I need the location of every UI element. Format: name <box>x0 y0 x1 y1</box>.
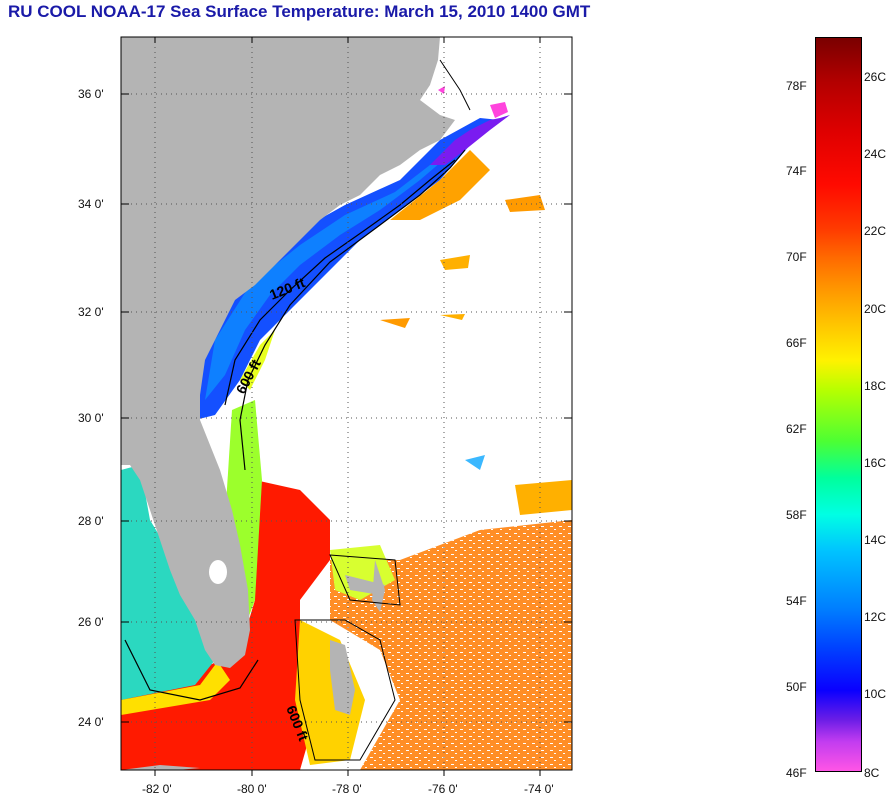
warm-patch-ne <box>515 480 572 515</box>
lon-label-80: -80 0' <box>237 782 267 796</box>
lat-label-34: 34 0' <box>78 197 104 211</box>
colorbar-label-10c: 10C <box>864 687 887 701</box>
map-title: RU COOL NOAA-17 Sea Surface Temperature:… <box>8 2 591 21</box>
lat-label-28: 28 0' <box>78 514 104 528</box>
lat-label-26: 26 0' <box>78 615 104 629</box>
colorbar-label-74f: 74F <box>786 164 807 178</box>
contour-florida-shelf <box>124 639 259 701</box>
colorbar-label-62f: 62F <box>786 422 807 436</box>
map-frame <box>120 36 573 771</box>
colorbar-label-16c: 16C <box>864 456 887 470</box>
contour-hatteras <box>439 59 471 111</box>
land-andros-island <box>330 640 355 715</box>
colorbar-label-58f: 58F <box>786 508 807 522</box>
land-us-east-coast <box>121 37 455 668</box>
outer-shelf-orange <box>390 150 490 220</box>
land-cuba-edge <box>121 765 200 770</box>
contour-600ft <box>239 149 466 471</box>
colorbar-label-18c: 18C <box>864 379 887 393</box>
lon-label-82: -82 0' <box>142 782 172 796</box>
lon-label-74: -74 0' <box>524 782 554 796</box>
colorbar-label-14c: 14C <box>864 533 887 547</box>
colorbar-label-12c: 12C <box>864 610 887 624</box>
lat-label-32: 32 0' <box>78 305 104 319</box>
colorbar-label-78f: 78F <box>786 79 807 93</box>
colorbar-label-24c: 24C <box>864 147 887 161</box>
colorbar-label-26c: 26C <box>864 70 887 84</box>
colorbar-label-46f: 46F <box>786 766 807 780</box>
colorbar-label-66f: 66F <box>786 336 807 350</box>
contour-120ft <box>224 159 456 406</box>
lon-label-78: -78 0' <box>332 782 362 796</box>
colorbar-label-20c: 20C <box>864 302 887 316</box>
gulf-of-mexico-water <box>121 465 215 700</box>
land-abaco <box>372 560 385 612</box>
lake-okeechobee <box>209 560 227 584</box>
lat-label-36: 36 0' <box>78 87 104 101</box>
colorbar-label-22c: 22C <box>864 224 887 238</box>
contour-bahamas <box>294 619 396 761</box>
lat-label-30: 30 0' <box>78 411 104 425</box>
colorbar-label-8c: 8C <box>864 766 880 780</box>
colorbar-label-54f: 54F <box>786 594 807 608</box>
colorbar-label-50f: 50F <box>786 680 807 694</box>
hatteras-magenta <box>490 102 508 118</box>
frame-ticks <box>121 37 572 776</box>
temperature-colorbar <box>815 37 862 772</box>
graticule <box>121 37 572 770</box>
lat-label-24: 24 0' <box>78 715 104 729</box>
bahamas-bank <box>295 620 365 765</box>
contour-bahamas-2 <box>329 554 401 606</box>
colorbar-label-70f: 70F <box>786 250 807 264</box>
cape-hatteras-purple <box>430 115 510 165</box>
sound-magenta <box>438 86 445 94</box>
lon-label-76: -76 0' <box>428 782 458 796</box>
